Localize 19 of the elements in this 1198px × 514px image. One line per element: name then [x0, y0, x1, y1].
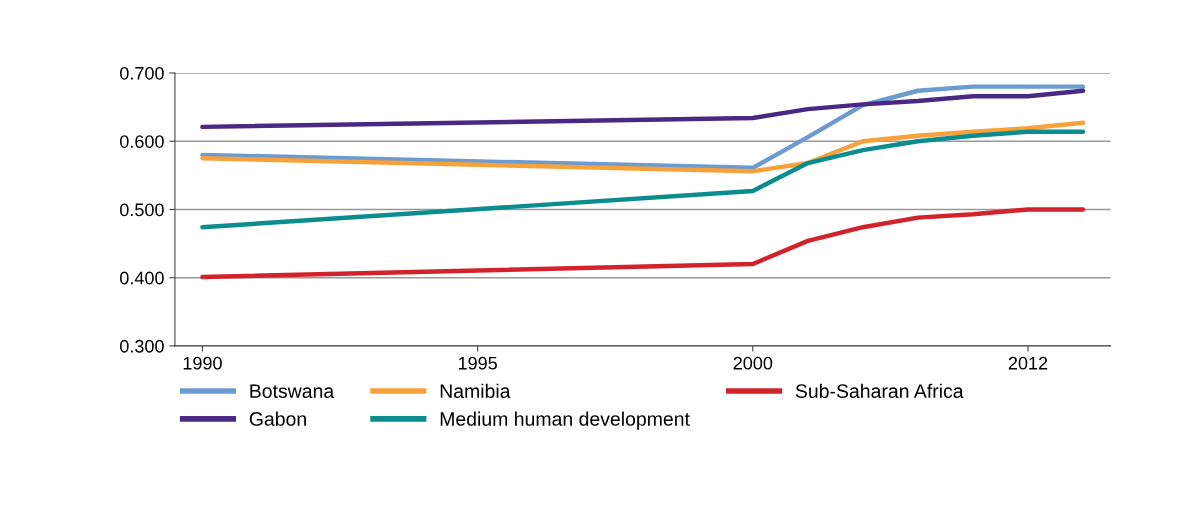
x-tick-label: 2000 [733, 356, 773, 370]
y-tick-label: 0.700 [120, 66, 164, 80]
legend-label: Gabon [249, 411, 306, 426]
legend-label: Namibia [440, 383, 511, 399]
legend-label: Sub-Saharan Africa [795, 383, 964, 399]
x-tick-label: 2012 [1008, 356, 1048, 370]
x-tick-label: 1995 [458, 356, 497, 370]
line-series [200, 88, 1086, 130]
y-tick-label: 0.500 [120, 203, 164, 217]
x-tick-label: 1990 [183, 356, 222, 370]
y-tick-label: 0.600 [120, 135, 164, 148]
legend-label: Botswana [250, 384, 335, 399]
legend-label: Medium human development [440, 411, 690, 430]
line-series [200, 84, 1086, 171]
y-tick-label: 0.300 [120, 339, 164, 353]
line-series [200, 129, 1086, 230]
line-series [200, 207, 1086, 280]
line-series [200, 120, 1086, 174]
y-tick-label: 0.400 [120, 271, 164, 285]
